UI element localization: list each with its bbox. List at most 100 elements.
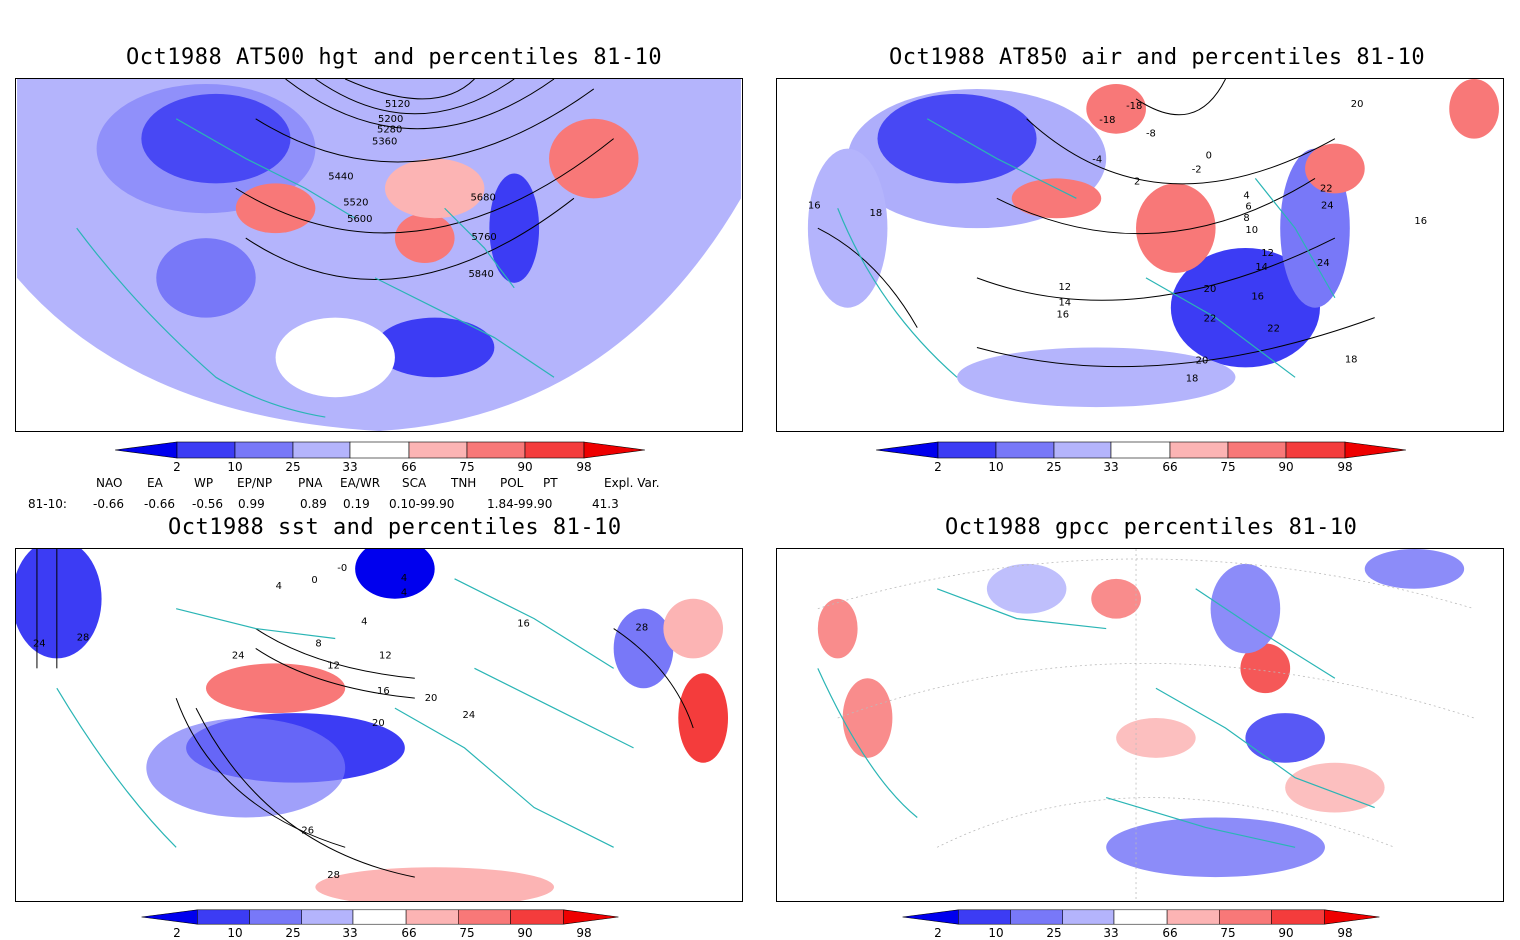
contour-label: 5520	[343, 197, 368, 208]
colorbar-segment	[249, 909, 302, 925]
panel-title-air850: Oct1988 AT850 air and percentiles 81-10	[889, 45, 1426, 70]
contour-label: 0	[1206, 151, 1212, 162]
colorbar-segment	[197, 909, 250, 925]
colorbar-tick: 33	[342, 926, 358, 940]
colorbar-tick: 2	[934, 460, 942, 474]
index-header: PNA	[298, 476, 323, 490]
contour-label: 5760	[471, 232, 496, 243]
index-header: EP/NP	[237, 476, 273, 490]
colorbar-tick: 66	[1162, 926, 1178, 940]
colorbar-segment	[1110, 441, 1171, 459]
colorbar-tick: 90	[1278, 460, 1294, 474]
colorbar-segment	[510, 909, 564, 925]
contour-label: 28	[636, 623, 649, 634]
colorbar-tick: 75	[459, 460, 475, 474]
map-panel-sst: -0 0 4 4 4 4 8 12 12 16 16 20 20 24 24 2…	[15, 548, 743, 902]
colorbar-segment	[583, 441, 645, 459]
colorbar-segment	[176, 441, 236, 459]
colorbar-tick: 25	[1046, 460, 1062, 474]
contour-label: -18	[1099, 115, 1115, 126]
index-value: 0.10-99.90	[389, 497, 455, 511]
contour-label: 12	[379, 650, 392, 661]
index-header: Expl. Var.	[604, 476, 660, 490]
colorbar-segment	[1053, 441, 1112, 459]
contour-label: 4	[361, 617, 367, 628]
contour-label: -2	[1192, 164, 1202, 175]
colorbar-segment	[466, 441, 526, 459]
colorbar-tick: 75	[1220, 460, 1236, 474]
map-panel-gpcc	[776, 548, 1504, 902]
colorbar-tick: 75	[459, 926, 475, 940]
colorbar-segment	[349, 441, 410, 459]
colorbar-tick: 98	[1337, 460, 1353, 474]
colorbar-tick: 10	[227, 460, 243, 474]
colorbar-tick: 66	[401, 926, 417, 940]
contour-label: 24	[463, 710, 476, 721]
colorbar-segment	[937, 441, 997, 459]
panel-title-gpcc: Oct1988 gpcc percentiles 81-10	[945, 515, 1358, 540]
contour-label: 20	[1351, 99, 1364, 110]
colorbar-tick: 90	[517, 460, 533, 474]
map-gpcc	[817, 549, 1475, 901]
map-panel-hgt500: 5120 5200 5280 5360 5440 5520 5600 5680 …	[15, 78, 743, 432]
colorbar-tick: 90	[517, 926, 533, 940]
index-value: -0.56	[192, 497, 224, 511]
colorbar-legend	[141, 909, 619, 925]
index-header: SCA	[402, 476, 427, 490]
index-value: -0.66	[93, 497, 125, 511]
contour-label: 12	[1058, 282, 1071, 293]
colorbar-gpcc: 2 10 25 33 66 75 90 98	[876, 908, 1406, 940]
contour-label: 16	[1056, 310, 1069, 321]
colorbar-segment	[902, 909, 959, 925]
contour-label: 16	[377, 686, 390, 697]
contour-label: 20	[425, 693, 438, 704]
index-value: 41.3	[592, 497, 619, 511]
colorbar-segment	[1227, 441, 1287, 459]
colorbar-tick: 25	[285, 926, 301, 940]
colorbar-tick: 10	[988, 460, 1004, 474]
colorbar-tick: 33	[1103, 926, 1119, 940]
contour-label: 5360	[372, 137, 397, 148]
index-header: POL	[500, 476, 524, 490]
colorbar-segment	[1166, 909, 1220, 925]
colorbar-segment	[1062, 909, 1115, 925]
contour-label: -4	[1092, 155, 1102, 166]
colorbar-segment	[141, 909, 198, 925]
contour-label: 10	[1245, 225, 1258, 236]
contour-label: 5840	[468, 269, 493, 280]
contour-label: 24	[1317, 258, 1330, 269]
colorbar-segment	[995, 441, 1055, 459]
colorbar-segment	[1285, 441, 1346, 459]
colorbar-segment	[292, 441, 351, 459]
map-panel-air850: -18 -18 -8 -4 -2 0 2 4 6 8 10 12 12 14 1…	[776, 78, 1504, 432]
contour-label: 20	[1204, 284, 1217, 295]
colorbar-tick: 2	[173, 460, 181, 474]
index-value: 0.89	[300, 497, 327, 511]
contour-label: 16	[808, 200, 821, 211]
contour-label: 5600	[347, 214, 372, 225]
colorbar-tick: 10	[227, 926, 243, 940]
index-header: TNH	[451, 476, 477, 490]
index-header: WP	[194, 476, 214, 490]
colorbar-segment	[234, 441, 294, 459]
colorbar-segment	[1219, 909, 1272, 925]
colorbar-tick: 66	[1162, 460, 1178, 474]
contour-label: 16	[517, 619, 530, 630]
colorbar-legend	[876, 441, 1406, 459]
contour-label: 26	[301, 825, 314, 836]
colorbar-tick: 98	[1337, 926, 1353, 940]
contour-label: 5280	[377, 125, 402, 136]
colorbar-segment	[458, 909, 511, 925]
index-table-row: 81-10: -0.66 -0.66 -0.56 0.99 0.89 0.19 …	[0, 497, 700, 513]
colorbar-tick: 90	[1278, 926, 1294, 940]
contour-label: 0	[311, 575, 317, 586]
colorbar-tick: 66	[401, 460, 417, 474]
index-value: 0.19	[343, 497, 370, 511]
index-table-header: NAO EA WP EP/NP PNA EA/WR SCA TNH POL PT…	[0, 476, 700, 492]
contour-label: 4	[401, 573, 407, 584]
contour-label: 18	[1186, 373, 1199, 384]
colorbar-legend	[902, 909, 1380, 925]
contour-label: 22	[1320, 183, 1333, 194]
contour-label: -0	[337, 563, 347, 574]
colorbar-segment	[1113, 909, 1168, 925]
